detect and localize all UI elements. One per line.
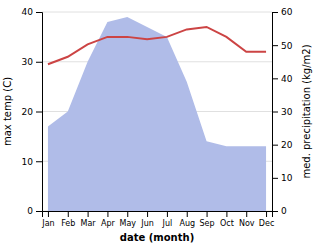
tick: Dec [259, 211, 274, 228]
tick: Oct [220, 211, 234, 228]
tick: 60 [272, 7, 293, 17]
y-axis-title: max temp (C) [2, 77, 13, 146]
tick-mark [272, 45, 278, 46]
tick: 0 [272, 206, 287, 216]
tick-label: Jan [41, 219, 54, 228]
tick: Jun [140, 211, 154, 228]
tick-mark [272, 12, 278, 13]
tick-mark [272, 145, 278, 146]
tick-mark [107, 211, 108, 217]
tick: Apr [101, 211, 116, 228]
tick-label: Aug [179, 219, 195, 228]
tick-label: Sep [200, 219, 215, 228]
tick-label: Nov [239, 219, 255, 228]
tick: 0 [27, 206, 42, 216]
tick-label: 60 [281, 7, 293, 17]
tick: 50 [272, 41, 293, 51]
tick-mark [272, 78, 278, 79]
tick-label: May [119, 219, 136, 228]
tick-label: 40 [22, 7, 34, 17]
tick-mark [147, 211, 148, 217]
y-axis: 0 10 20 30 40 [22, 7, 43, 216]
tick-label: 50 [281, 41, 293, 51]
tick: Nov [239, 211, 255, 228]
tick: Mar [81, 211, 97, 228]
tick-label: Mar [81, 219, 97, 228]
axis-line [43, 212, 273, 218]
grid-line [42, 12, 272, 13]
tick-mark [36, 112, 42, 113]
tick-label: Apr [101, 219, 116, 228]
line [48, 27, 266, 64]
tick-mark [272, 178, 278, 179]
tick-label: Dec [259, 219, 274, 228]
tick: 30 [22, 57, 42, 67]
tick-label: Jul [162, 219, 173, 228]
tick-label: Feb [61, 219, 75, 228]
tick-mark [36, 211, 42, 212]
grid [42, 12, 272, 211]
y2-axis-title: med. precipitation (kg/m2) [301, 44, 312, 178]
tick-label: 0 [281, 206, 287, 216]
marks [48, 17, 266, 211]
tick-mark [36, 62, 42, 63]
tick-mark [127, 211, 128, 217]
tick-label: 10 [281, 173, 293, 183]
tick-mark [266, 211, 267, 217]
tick: 30 [272, 107, 293, 117]
tick: 40 [272, 74, 293, 84]
tick: Jul [162, 211, 173, 228]
tick-mark [48, 211, 49, 217]
tick: 10 [22, 157, 42, 167]
tick-mark [68, 211, 69, 217]
tick-label: Jun [140, 219, 154, 228]
tick-label: 30 [281, 107, 293, 117]
tick-mark [207, 211, 208, 217]
x-axis-title: date (month) [120, 232, 194, 243]
tick-mark [246, 211, 247, 217]
x-axis: Jan Feb Mar AprMay Jun Jul Aug Sep Oct Nov Dec [41, 211, 274, 228]
tick: 20 [272, 140, 293, 150]
tick-mark [36, 12, 42, 13]
tick-mark [36, 161, 42, 162]
tick-label: 20 [22, 107, 34, 117]
tick-mark [167, 211, 168, 217]
axis-line [36, 13, 43, 212]
tick-label: 40 [281, 74, 293, 84]
tick-mark [226, 211, 227, 217]
tick: 10 [272, 173, 293, 183]
tick-label: 30 [22, 57, 34, 67]
tick-label: Oct [220, 219, 234, 228]
y2-axis: 0 10 20 30 40 50 60 [272, 7, 293, 216]
tick: Feb [61, 211, 75, 228]
tick-mark [272, 211, 278, 212]
tick: Aug [179, 211, 195, 228]
area [48, 17, 266, 211]
tick-mark [88, 211, 89, 217]
tick-label: 0 [27, 206, 33, 216]
tick: Jan [41, 211, 54, 228]
tick-label: 10 [22, 157, 34, 167]
tick: 20 [22, 107, 42, 117]
tick: 40 [22, 7, 42, 17]
plot: Jan Feb Mar AprMay Jun Jul Aug Sep Oct Nov Dec 0 10 2… [22, 7, 293, 227]
tick: May [119, 211, 136, 228]
chart: Jan Feb Mar AprMay Jun Jul Aug Sep Oct Nov Dec 0 10 2… [0, 0, 318, 247]
tick-mark [187, 211, 188, 217]
axis-line [273, 13, 279, 212]
tick: Sep [200, 211, 215, 228]
tick-mark [272, 112, 278, 113]
tick-label: 20 [281, 140, 293, 150]
